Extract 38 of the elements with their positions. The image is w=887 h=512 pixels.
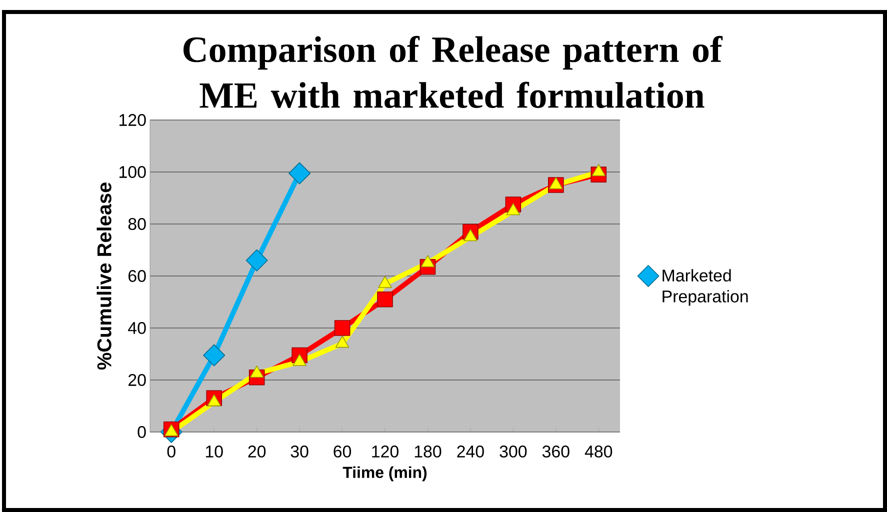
point — [592, 164, 606, 176]
x-tick-label: 180 — [414, 446, 442, 458]
point — [506, 203, 520, 216]
point — [377, 291, 393, 308]
x-tick-label: 0 — [167, 446, 176, 458]
point — [292, 354, 306, 366]
x-tick-label: 60 — [334, 446, 352, 458]
y-tick-label: 80 — [128, 218, 146, 230]
y-tick-label: 120 — [120, 114, 146, 126]
x-tick-label: 240 — [457, 446, 484, 458]
legend-label: Marketed Preparation — [662, 269, 748, 306]
point — [549, 177, 563, 190]
point — [164, 424, 178, 436]
point — [207, 394, 221, 406]
point — [250, 366, 264, 378]
x-tick-label: 360 — [542, 446, 570, 458]
point — [335, 336, 350, 348]
y-tick-label: 0 — [138, 426, 146, 438]
point — [464, 229, 478, 242]
y-tick-label: 20 — [128, 374, 146, 386]
x-tick-label: 20 — [248, 446, 266, 458]
point — [378, 276, 392, 288]
x-tick-label: 480 — [584, 446, 612, 458]
chart-title: Comparison of Release pattern of ME with marketed formulation — [184, 36, 723, 108]
x-axis-title: Tiime (min) — [342, 466, 427, 482]
y-tick-label: 40 — [128, 322, 146, 334]
x-tick-label: 30 — [290, 446, 308, 458]
point — [420, 255, 435, 268]
y-axis-title: %Cumulive Release — [96, 182, 112, 370]
point — [203, 344, 226, 366]
point — [246, 249, 268, 272]
x-tick-label: 120 — [372, 446, 398, 458]
point — [288, 162, 311, 184]
x-tick-label: 300 — [500, 446, 527, 458]
point — [334, 320, 350, 336]
y-tick-label: 100 — [120, 166, 146, 178]
y-tick-label: 60 — [128, 270, 146, 282]
x-tick-label: 10 — [206, 446, 223, 458]
